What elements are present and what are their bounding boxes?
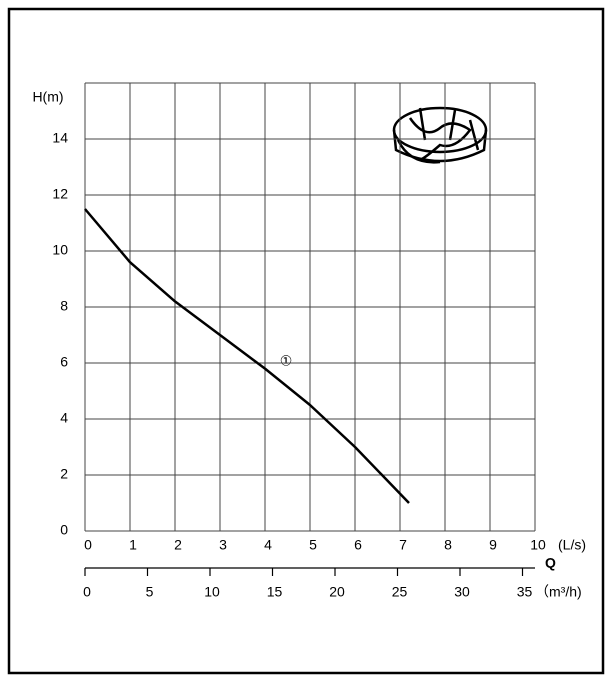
x-tick-label: 9 bbox=[489, 537, 497, 553]
x2-tick-label: 10 bbox=[204, 584, 220, 600]
x-tick-label: 6 bbox=[354, 537, 362, 553]
x-axis-label: (L/s) bbox=[558, 537, 586, 553]
y-tick-label: 12 bbox=[52, 186, 68, 202]
x2-axis-label: （m³/h) bbox=[535, 584, 582, 600]
x-tick-label: 4 bbox=[264, 537, 272, 553]
x2-tick-label: 0 bbox=[83, 584, 91, 600]
x2-tick-label: 5 bbox=[146, 584, 154, 600]
y-tick-label: 6 bbox=[60, 354, 68, 370]
x2-tick-label: 35 bbox=[517, 584, 533, 600]
y-tick-label: 4 bbox=[60, 410, 68, 426]
x-tick-label: 3 bbox=[219, 537, 227, 553]
x2-tick-label: 25 bbox=[392, 584, 408, 600]
x-tick-label: 7 bbox=[399, 537, 407, 553]
curve-annotation: ① bbox=[280, 353, 293, 369]
x2-tick-label: 20 bbox=[329, 584, 345, 600]
impeller-icon bbox=[392, 106, 488, 164]
x-tick-label: 1 bbox=[129, 537, 137, 553]
x-tick-label: 8 bbox=[444, 537, 452, 553]
x-tick-label: 5 bbox=[309, 537, 317, 553]
y-tick-label: 2 bbox=[60, 466, 68, 482]
x-tick-label: 10 bbox=[530, 537, 546, 553]
x-tick-label: 2 bbox=[174, 537, 182, 553]
y-tick-label: 8 bbox=[60, 298, 68, 314]
frame bbox=[7, 7, 605, 675]
x2-tick-label: 30 bbox=[454, 584, 470, 600]
y-tick-label: 10 bbox=[52, 242, 68, 258]
x-tick-label: 0 bbox=[84, 537, 92, 553]
pump-curve bbox=[84, 208, 410, 504]
y-axis-label: H(m) bbox=[32, 89, 63, 105]
x2-axis-name: Q bbox=[545, 555, 556, 571]
y-tick-label: 14 bbox=[52, 130, 68, 146]
x2-tick-label: 15 bbox=[267, 584, 283, 600]
y-tick-label: 0 bbox=[60, 522, 68, 538]
